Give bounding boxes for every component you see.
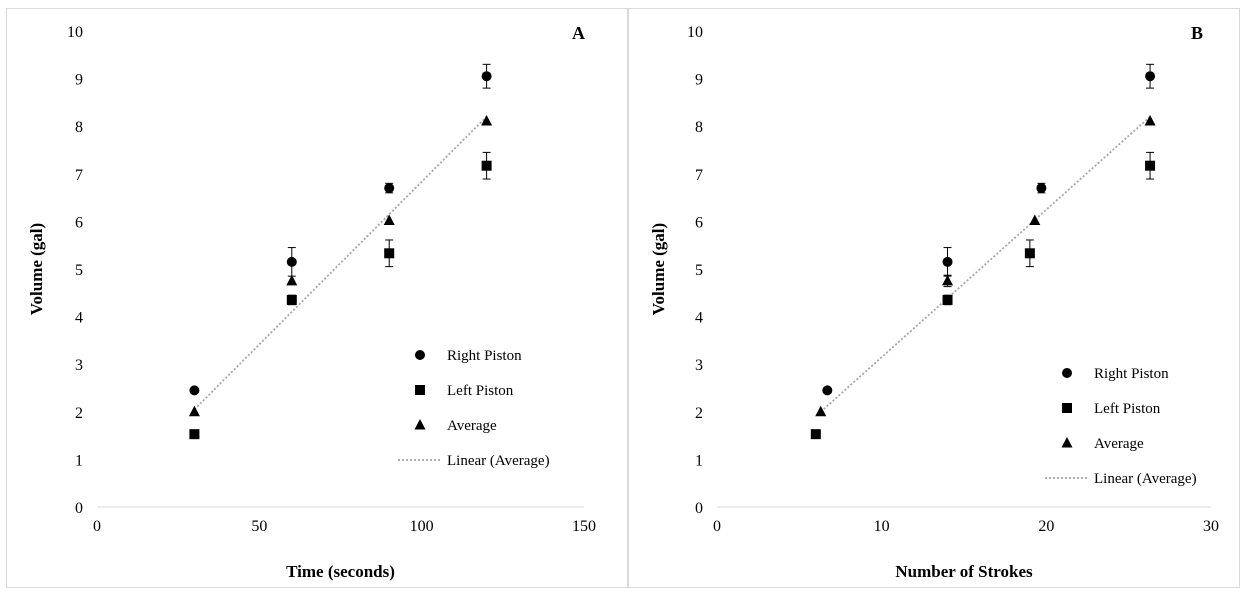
data-point-triangle — [383, 214, 395, 225]
legend-marker-triangle — [1061, 437, 1073, 448]
y-tick-label: 6 — [75, 214, 83, 231]
legend-label: Left Piston — [1094, 401, 1161, 417]
x-axis-title: Time (seconds) — [286, 562, 395, 581]
legend-marker-square — [1062, 403, 1072, 413]
legend-marker-circle — [415, 350, 425, 360]
y-tick-label: 4 — [695, 310, 703, 327]
data-point-circle — [481, 71, 492, 82]
y-tick-label: 9 — [695, 72, 703, 89]
data-point-square — [286, 294, 297, 305]
y-axis-title: Volume (gal) — [649, 223, 668, 315]
data-point-square — [384, 248, 395, 259]
panel-label: B — [1191, 23, 1203, 43]
data-point-square — [1024, 248, 1035, 259]
data-point-square — [810, 429, 821, 440]
data-point-triangle — [942, 274, 954, 286]
legend-label: Right Piston — [1094, 366, 1169, 382]
y-tick-label: 8 — [75, 119, 83, 136]
x-tick-label: 20 — [1038, 518, 1054, 535]
x-tick-label: 10 — [874, 518, 890, 535]
y-tick-label: 2 — [75, 405, 83, 422]
data-point-circle — [384, 183, 395, 194]
x-tick-label: 150 — [572, 518, 596, 535]
y-tick-label: 3 — [75, 357, 83, 374]
data-point-square — [942, 294, 953, 305]
chart-panel-a: 0 1 2 3 4 5 6 7 8 9 10 0 50 100 150 Time (seconds) Volum… — [6, 8, 628, 588]
y-tick-label: 2 — [695, 405, 703, 422]
y-tick-label: 9 — [75, 72, 83, 89]
legend-label: Left Piston — [447, 383, 514, 399]
data-point-triangle — [188, 405, 200, 417]
y-tick-label: 6 — [695, 214, 703, 231]
y-tick-label: 0 — [75, 500, 83, 517]
y-tick-label: 4 — [75, 310, 83, 327]
x-tick-label: 0 — [93, 518, 101, 535]
y-axis-title: Volume (gal) — [27, 223, 46, 315]
y-tick-label: 5 — [75, 262, 83, 279]
legend-label: Linear (Average) — [1094, 471, 1197, 487]
data-point-triangle — [1029, 214, 1041, 225]
chart-panel-b: 0 1 2 3 4 5 6 7 8 9 10 0 10 20 30 Number of Strokes Volu… — [628, 8, 1240, 588]
y-tick-label: 7 — [695, 167, 703, 184]
data-point-circle — [822, 385, 833, 396]
trendline-linear-average — [820, 116, 1151, 413]
data-point-circle — [189, 385, 200, 396]
y-tick-label: 10 — [687, 24, 703, 41]
x-tick-label: 100 — [410, 518, 434, 535]
data-point-circle — [942, 256, 953, 267]
x-tick-label: 50 — [251, 518, 267, 535]
chart-b-svg: 0 1 2 3 4 5 6 7 8 9 10 0 10 20 30 Number of Strokes Volu… — [649, 23, 1219, 581]
trendline-linear-average — [193, 116, 488, 411]
legend-label: Average — [1094, 436, 1144, 452]
panel-label: A — [572, 23, 585, 43]
legend-label: Linear (Average) — [447, 453, 550, 469]
y-tick-label: 10 — [67, 24, 83, 41]
data-point-circle — [1145, 71, 1156, 82]
data-point-square — [189, 429, 200, 440]
y-tick-label: 1 — [75, 452, 83, 469]
legend-marker-circle — [1062, 368, 1072, 378]
legend-marker-triangle — [414, 419, 426, 430]
data-point-triangle — [815, 405, 827, 417]
y-tick-label: 8 — [695, 119, 703, 136]
y-tick-label: 0 — [695, 500, 703, 517]
legend-label: Average — [447, 418, 497, 434]
data-point-square — [1145, 160, 1156, 171]
y-tick-label: 3 — [695, 357, 703, 374]
y-tick-label: 7 — [75, 167, 83, 184]
legend-label: Right Piston — [447, 348, 522, 364]
x-tick-label: 0 — [713, 518, 721, 535]
data-point-triangle — [1144, 114, 1156, 126]
data-point-square — [481, 160, 492, 171]
y-tick-label: 1 — [695, 452, 703, 469]
data-point-circle — [286, 256, 297, 267]
data-point-triangle — [481, 114, 493, 126]
data-point-circle — [1036, 183, 1047, 194]
x-tick-label: 30 — [1203, 518, 1219, 535]
x-axis-title: Number of Strokes — [895, 562, 1033, 581]
data-point-triangle — [286, 274, 298, 286]
y-tick-label: 5 — [695, 262, 703, 279]
legend-marker-square — [415, 385, 425, 395]
